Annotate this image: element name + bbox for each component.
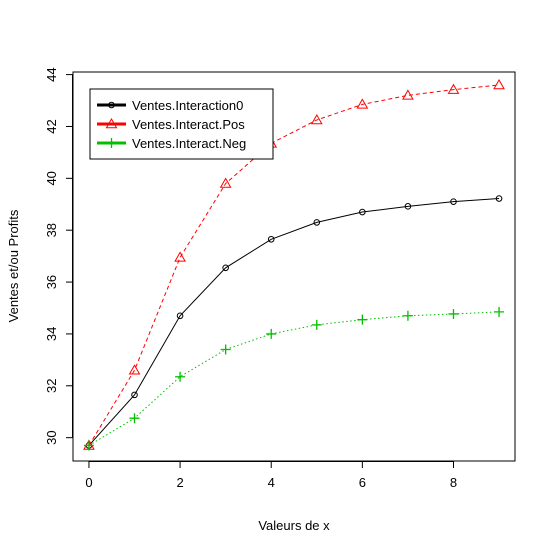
legend-marker xyxy=(108,101,115,109)
data-point xyxy=(402,89,414,100)
data-point xyxy=(267,235,275,243)
x-axis: 0 2 4 6 8 xyxy=(85,461,457,490)
data-point xyxy=(176,312,184,320)
y-tick-label: 34 xyxy=(44,327,59,341)
data-point xyxy=(129,413,140,424)
series-line xyxy=(88,311,500,446)
data-point xyxy=(402,310,413,321)
data-point xyxy=(220,344,231,355)
y-tick-label: 40 xyxy=(44,171,59,185)
x-tick-label: 8 xyxy=(450,475,457,490)
data-point xyxy=(448,308,459,319)
y-tick-label: 36 xyxy=(44,275,59,289)
x-tick-label: 0 xyxy=(85,475,92,490)
legend-label: Ventes.Interact.Pos xyxy=(132,117,245,132)
x-tick-label: 4 xyxy=(268,475,275,490)
data-point xyxy=(359,208,366,216)
x-tick-label: 2 xyxy=(176,475,183,490)
series-layer xyxy=(83,78,505,451)
legend: Ventes.Interaction0 Ventes.Interact.Pos Ve… xyxy=(89,88,274,160)
data-point xyxy=(219,177,232,188)
series-2 xyxy=(83,78,505,450)
y-axis-label: Ventes et/ou Profits xyxy=(6,209,21,322)
legend-marker xyxy=(105,117,118,129)
legend-label: Ventes.Interact.Neg xyxy=(132,136,246,151)
series-line xyxy=(88,198,500,446)
data-point xyxy=(495,195,503,202)
series-line xyxy=(88,84,500,446)
data-point xyxy=(356,98,369,109)
data-point xyxy=(83,440,94,451)
y-tick-label: 30 xyxy=(44,430,59,444)
y-tick-label: 38 xyxy=(44,223,59,237)
data-point xyxy=(128,364,141,375)
data-point xyxy=(311,319,322,330)
data-point xyxy=(450,198,457,205)
legend-label: Ventes.Interaction0 xyxy=(132,98,243,113)
x-axis-label: Valeurs de x xyxy=(258,518,330,533)
x-tick-label: 6 xyxy=(359,475,366,490)
data-point xyxy=(493,78,505,90)
series-3 xyxy=(83,306,505,451)
series-1 xyxy=(85,195,503,449)
data-point xyxy=(494,306,505,317)
data-point xyxy=(266,328,277,339)
data-point xyxy=(310,113,323,125)
data-point xyxy=(313,219,321,226)
y-tick-label: 44 xyxy=(44,67,59,81)
data-point xyxy=(175,371,186,382)
data-point xyxy=(357,314,368,325)
data-point xyxy=(404,203,412,210)
y-tick-label: 42 xyxy=(44,119,59,133)
data-point xyxy=(131,391,138,399)
data-point xyxy=(447,83,460,94)
data-point xyxy=(174,251,186,262)
legend-marker xyxy=(106,138,117,148)
y-tick-label: 32 xyxy=(44,379,59,393)
y-axis: 30 32 34 36 38 40 42 44 xyxy=(44,67,73,445)
data-point xyxy=(222,264,229,272)
